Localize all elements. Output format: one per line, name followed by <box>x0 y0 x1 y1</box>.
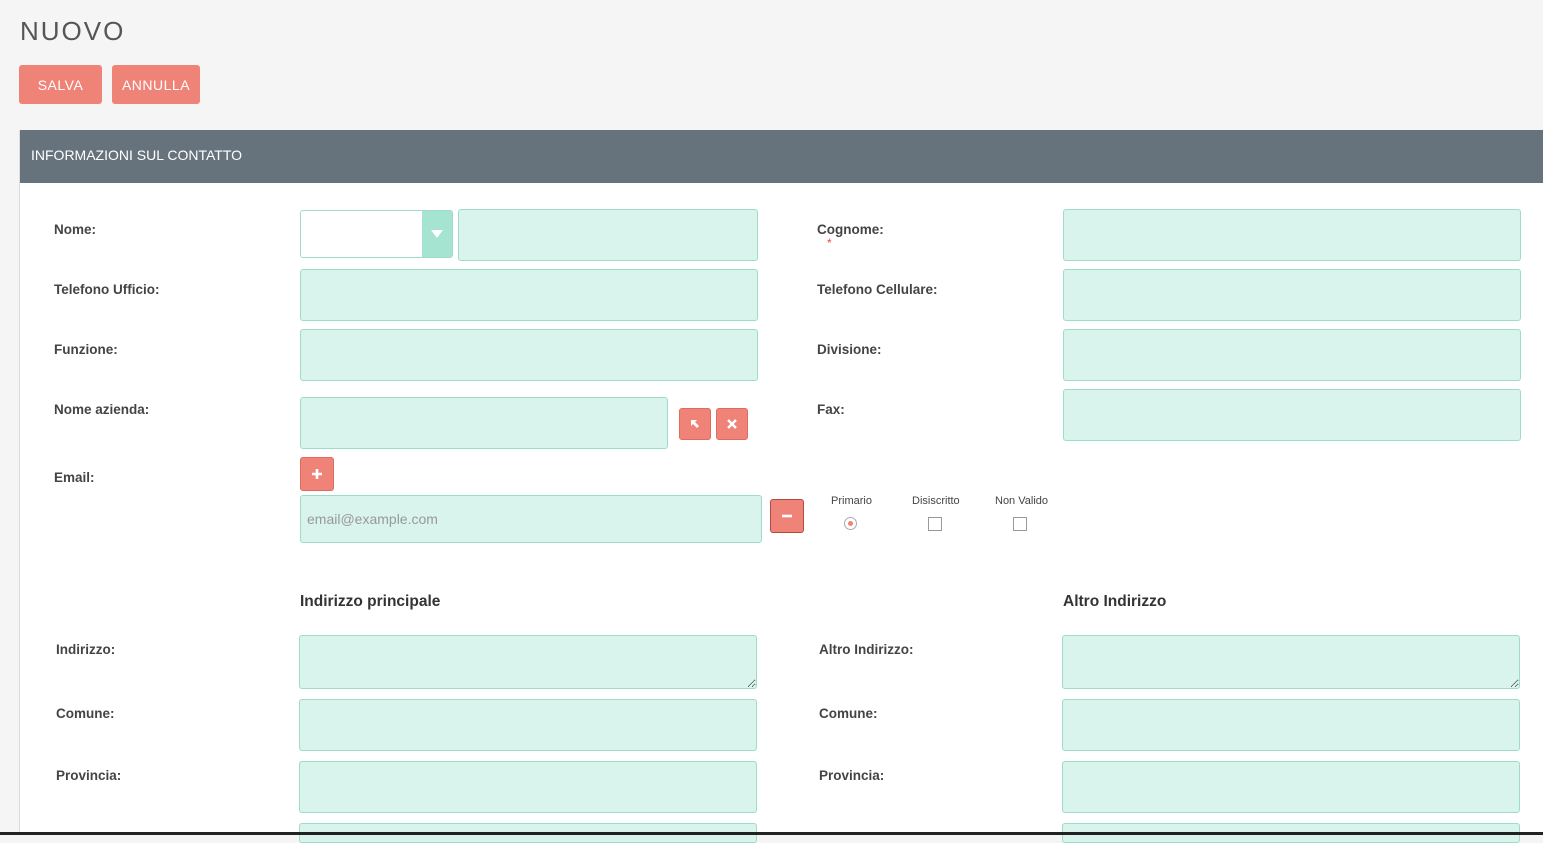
label-indirizzo: Indirizzo: <box>56 642 116 657</box>
label-fax: Fax: <box>817 402 845 417</box>
other-state-input[interactable] <box>1062 761 1520 813</box>
select-company-button[interactable] <box>679 408 711 440</box>
panel-header: INFORMAZIONI SUL CONTATTO <box>20 130 1543 183</box>
company-name-input[interactable] <box>300 397 668 449</box>
add-email-button[interactable] <box>300 457 334 491</box>
email-opted-out-label: Disiscritto <box>912 495 960 507</box>
email-primary-radio[interactable] <box>844 517 857 530</box>
email-primary-label: Primario <box>831 495 872 507</box>
label-telefono-cellulare: Telefono Cellulare: <box>817 282 938 297</box>
first-name-input[interactable] <box>458 209 758 261</box>
plus-icon <box>312 469 322 479</box>
label-telefono-ufficio: Telefono Ufficio: <box>54 282 160 297</box>
email-opted-out-checkbox[interactable] <box>928 517 942 531</box>
label-nome: Nome: <box>54 222 97 237</box>
clear-company-button[interactable] <box>716 408 748 440</box>
office-phone-input[interactable] <box>300 269 758 321</box>
label-email: Email: <box>54 470 95 485</box>
other-city-input[interactable] <box>1062 699 1520 751</box>
label-nome-azienda: Nome azienda: <box>54 402 150 417</box>
email-invalid-label: Non Valido <box>995 495 1048 507</box>
salutation-select[interactable] <box>300 210 453 258</box>
label-divisione: Divisione: <box>817 342 882 357</box>
email-input[interactable] <box>300 495 762 543</box>
label-provincia: Provincia: <box>56 768 122 783</box>
email-invalid-checkbox[interactable] <box>1013 517 1027 531</box>
minus-icon <box>782 514 792 518</box>
page-title: NUOVO <box>20 16 126 46</box>
primary-street-textarea[interactable] <box>299 635 757 689</box>
other-address-heading: Altro Indirizzo <box>1063 593 1167 610</box>
arrow-icon <box>691 420 699 428</box>
label-other-provincia: Provincia: <box>819 768 885 783</box>
times-icon <box>727 419 737 429</box>
mobile-phone-input[interactable] <box>1063 269 1521 321</box>
contact-info-panel: INFORMAZIONI SUL CONTATTO Nome: Cognome:… <box>19 130 1543 843</box>
remove-email-button[interactable] <box>770 499 804 533</box>
label-comune: Comune: <box>56 706 115 721</box>
department-input[interactable] <box>1063 329 1521 381</box>
label-altro-indirizzo: Altro Indirizzo: <box>819 642 914 657</box>
primary-state-input[interactable] <box>299 761 757 813</box>
bottom-scrollbar[interactable] <box>0 832 1543 835</box>
label-funzione: Funzione: <box>54 342 118 357</box>
primary-address-heading: Indirizzo principale <box>300 593 441 610</box>
other-street-textarea[interactable] <box>1062 635 1520 689</box>
label-other-comune: Comune: <box>819 706 878 721</box>
required-mark: * <box>827 236 832 250</box>
label-cognome: Cognome: <box>817 222 884 237</box>
chevron-down-icon[interactable] <box>422 211 452 257</box>
last-name-input[interactable] <box>1063 209 1521 261</box>
fax-input[interactable] <box>1063 389 1521 441</box>
title-input[interactable] <box>300 329 758 381</box>
primary-city-input[interactable] <box>299 699 757 751</box>
cancel-button[interactable]: ANNULLA <box>112 65 200 104</box>
save-button[interactable]: SALVA <box>19 65 102 104</box>
